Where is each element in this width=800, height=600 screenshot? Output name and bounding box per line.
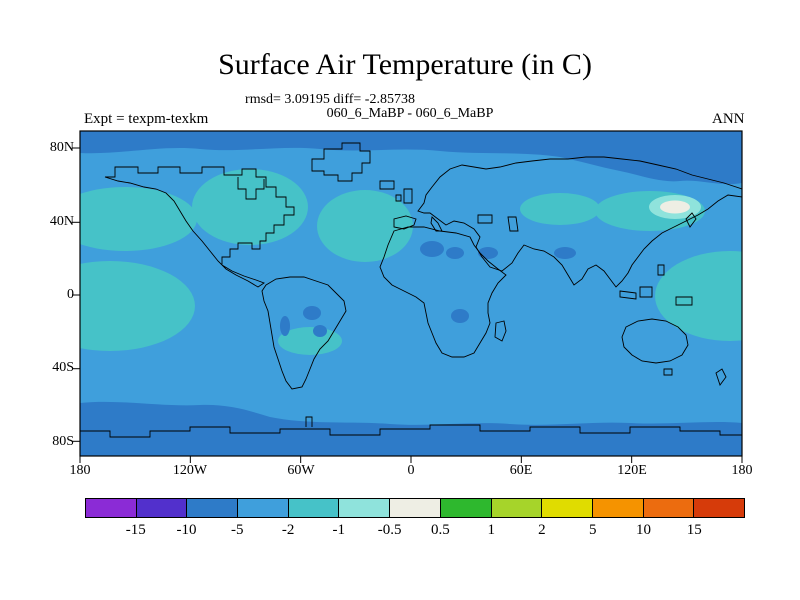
field-warmpatch-npacific bbox=[80, 187, 197, 251]
plot-title: Surface Air Temperature (in C) bbox=[218, 48, 592, 81]
colorbar-cell bbox=[440, 499, 492, 517]
field-coldblob-india bbox=[554, 247, 576, 259]
field-coldblob-sahara-west bbox=[420, 241, 444, 257]
field-coldblob-sahara-east bbox=[446, 247, 464, 259]
colorbar-cell bbox=[187, 499, 239, 517]
colorbar-tick-label: 1 bbox=[487, 522, 495, 538]
coastline-north-america bbox=[104, 166, 295, 288]
coastline-japan bbox=[685, 212, 697, 228]
coastline-black-sea bbox=[477, 214, 493, 224]
lon-label-60e: 60E bbox=[509, 463, 533, 478]
colorbar-tick-label: -15 bbox=[125, 522, 146, 538]
colorbar-tick-label: -2 bbox=[281, 522, 295, 538]
lat-label-40n: 40N bbox=[49, 214, 74, 229]
colorbar-tick-label: -5 bbox=[231, 522, 244, 538]
colorbar-tick-label: 0.5 bbox=[431, 522, 450, 538]
coastline-britain bbox=[403, 188, 413, 204]
colorbar-cell bbox=[288, 499, 340, 517]
coastline-madagascar bbox=[494, 320, 507, 342]
coastline-greenland bbox=[311, 142, 371, 182]
field-coldblob-samerica-south bbox=[313, 325, 327, 337]
coastline-caspian-sea bbox=[507, 216, 519, 232]
colorbar bbox=[85, 498, 745, 518]
colorbar-labels: -15 -10 -5 -2 -1 -0.5 0.5 1 2 5 10 15 bbox=[85, 522, 745, 540]
colorbar-cell bbox=[86, 499, 137, 517]
field-warmpatch-natlantic bbox=[317, 190, 413, 262]
colorbar-tick-label: 10 bbox=[636, 522, 651, 538]
coastline-sumatra bbox=[619, 290, 637, 300]
stats-line: rmsd= 3.09195 diff= -2.85738 bbox=[245, 92, 415, 107]
field-warmpatch-eq-east bbox=[655, 251, 742, 341]
coastline-australia bbox=[621, 318, 689, 364]
colorbar-cell bbox=[136, 499, 188, 517]
coastline-borneo bbox=[639, 286, 653, 298]
coastline-iberia bbox=[393, 215, 417, 230]
lat-label-80n: 80N bbox=[49, 140, 74, 155]
coastline-iceland bbox=[379, 180, 395, 190]
lat-label-0: 0 bbox=[67, 287, 74, 302]
field-coldblob-andes bbox=[280, 316, 290, 336]
lon-label-120e: 120E bbox=[617, 463, 647, 478]
coastline-ireland bbox=[395, 194, 402, 202]
coastline-new-zealand bbox=[715, 368, 727, 386]
colorbar-tick-label: -1 bbox=[332, 522, 346, 538]
colorbar-tick-label: 2 bbox=[538, 522, 546, 538]
coastline-tasmania bbox=[663, 368, 673, 376]
lat-label-40s: 40S bbox=[52, 360, 74, 375]
colorbar-cell bbox=[592, 499, 644, 517]
coastline-africa bbox=[379, 226, 507, 358]
colorbar-tick-label: 15 bbox=[686, 522, 702, 538]
axis-ticks bbox=[72, 147, 743, 463]
field-warmpatch-eq-west bbox=[80, 261, 195, 351]
field-neutral-spot bbox=[660, 200, 690, 214]
field-cold-band-north bbox=[80, 131, 742, 185]
colorbar-tick-label: -0.5 bbox=[377, 522, 402, 538]
field-coldblob-safrica bbox=[451, 309, 469, 323]
lon-label-0: 0 bbox=[407, 463, 415, 478]
experiment-label: Expt = texpm-texkm bbox=[84, 111, 209, 127]
lon-label-120w: 120W bbox=[172, 463, 208, 478]
colorbar-cell bbox=[339, 499, 391, 517]
lon-label-180e: 180 bbox=[731, 463, 753, 478]
colorbar-cell bbox=[238, 499, 289, 517]
coastline-south-america bbox=[261, 276, 347, 390]
coastline-philippines bbox=[657, 264, 665, 276]
coastline-eurasia bbox=[417, 156, 743, 288]
case-line: 060_6_MaBP - 060_6_MaBP bbox=[326, 106, 494, 121]
colorbar-tick-label: 5 bbox=[588, 522, 597, 538]
coastline-antarctic-peninsula bbox=[305, 416, 313, 427]
coastline-hudson-bay bbox=[237, 177, 265, 200]
coastline-layer bbox=[80, 142, 743, 438]
colorbar-cell bbox=[390, 499, 441, 517]
coastline-italy bbox=[430, 216, 443, 232]
lat-label-80s: 80S bbox=[52, 434, 74, 449]
colorbar-cell bbox=[491, 499, 543, 517]
coastline-new-guinea bbox=[675, 296, 693, 306]
colorbar-cell bbox=[643, 499, 695, 517]
lon-label-180w: 180 bbox=[69, 463, 91, 478]
colorbar-cell bbox=[542, 499, 593, 517]
field-coldblob-arabia bbox=[478, 247, 498, 259]
season-label: ANN bbox=[712, 111, 745, 127]
field-layer bbox=[80, 131, 742, 456]
field-warmpatch-namerica bbox=[192, 169, 308, 245]
colorbar-cell bbox=[694, 499, 744, 517]
lon-label-60w: 60W bbox=[287, 463, 315, 478]
field-warmpatch-asia-west bbox=[520, 193, 600, 225]
field-coldblob-samerica-north bbox=[303, 306, 321, 320]
coastline-antarctica bbox=[80, 424, 742, 438]
temperature-map bbox=[72, 130, 743, 463]
colorbar-tick-label: -10 bbox=[176, 522, 197, 538]
